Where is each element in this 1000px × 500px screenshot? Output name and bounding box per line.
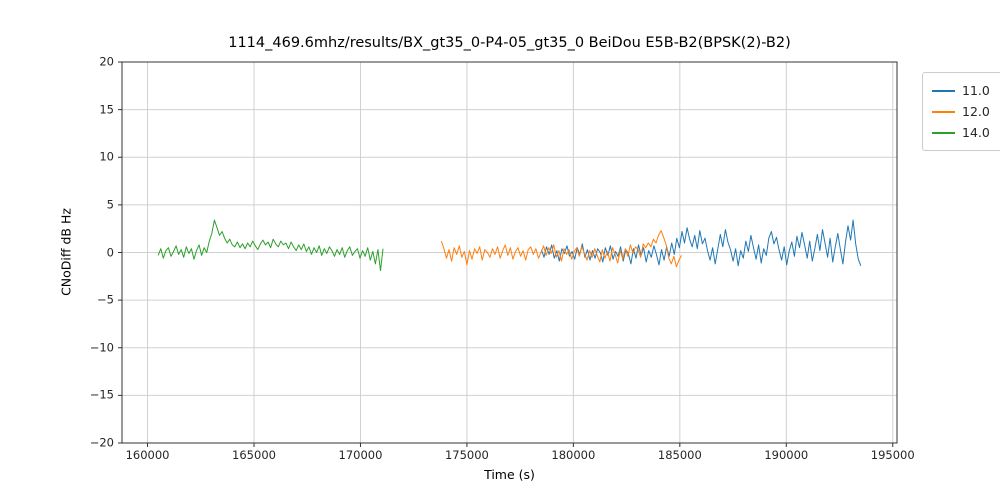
x-tick-label: 190000 bbox=[764, 448, 809, 462]
x-tick-label: 170000 bbox=[338, 448, 383, 462]
legend-item: 14.0 bbox=[932, 122, 990, 143]
x-tick-label: 175000 bbox=[444, 448, 489, 462]
x-tick-label: 160000 bbox=[125, 448, 170, 462]
y-tick-label: 0 bbox=[106, 244, 114, 259]
legend-line-swatch bbox=[932, 89, 955, 92]
x-tick-label: 165000 bbox=[232, 448, 276, 462]
y-tick-label: 20 bbox=[99, 54, 114, 69]
legend-label: 12.0 bbox=[962, 104, 990, 119]
y-tick-label: −15 bbox=[89, 387, 114, 402]
legend-label: 11.0 bbox=[962, 83, 990, 98]
legend-line-swatch bbox=[932, 110, 955, 113]
x-axis-label: Time (s) bbox=[484, 467, 535, 482]
axes-frame bbox=[121, 61, 898, 444]
y-tick-label: −10 bbox=[89, 340, 114, 355]
legend-item: 11.0 bbox=[932, 80, 990, 101]
legend-label: 14.0 bbox=[962, 125, 990, 140]
x-tick-label: 180000 bbox=[551, 448, 596, 462]
series-line-14.0 bbox=[157, 219, 384, 272]
y-tick-label: 5 bbox=[106, 197, 114, 212]
x-tick-label: 185000 bbox=[657, 448, 702, 462]
series-line-12.0 bbox=[440, 230, 682, 268]
y-tick-label: −20 bbox=[89, 435, 114, 450]
x-tick-label: 195000 bbox=[870, 448, 915, 462]
series-line-11.0 bbox=[540, 219, 862, 267]
chart-title: 1114_469.6mhz/results/BX_gt35_0-P4-05_gt… bbox=[228, 35, 791, 51]
legend-line-swatch bbox=[932, 131, 955, 134]
y-tick-label: 15 bbox=[99, 101, 114, 116]
legend-item: 12.0 bbox=[932, 101, 990, 122]
y-tick-label: 10 bbox=[99, 149, 114, 164]
y-tick-label: −5 bbox=[97, 292, 114, 307]
legend: 11.0 12.0 14.0 bbox=[922, 72, 1000, 151]
